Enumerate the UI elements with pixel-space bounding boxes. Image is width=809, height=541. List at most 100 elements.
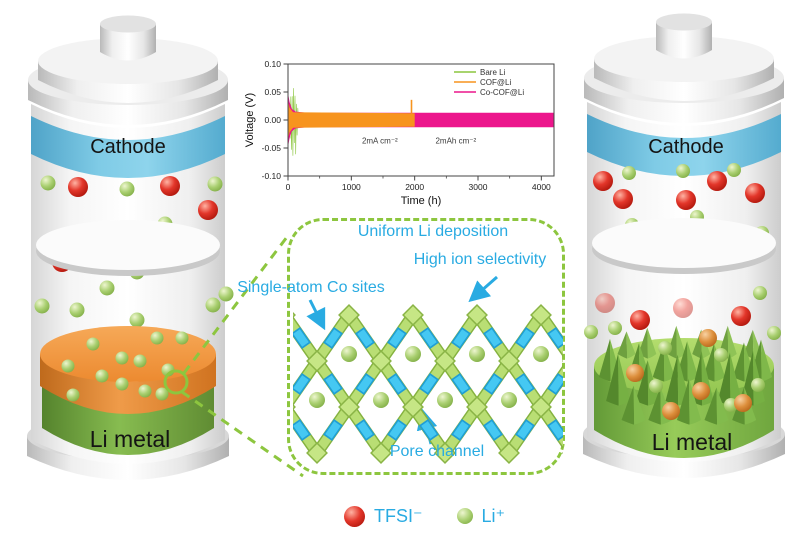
dendrite-cone bbox=[688, 378, 701, 425]
x-tick-label: 1000 bbox=[342, 182, 361, 192]
dendrite-cone bbox=[665, 354, 679, 406]
li-ion bbox=[649, 379, 663, 393]
dendrite-cone bbox=[687, 341, 699, 382]
li-legend-item: Li⁺ bbox=[456, 506, 506, 526]
legend-label: Co-COF@Li bbox=[480, 88, 524, 97]
li-metal-label-right: Li metal bbox=[651, 429, 733, 455]
li-ion-in-pore bbox=[437, 392, 453, 408]
tfsi-ion bbox=[198, 200, 218, 220]
co-site-node bbox=[530, 396, 552, 418]
cap-outer-rim bbox=[584, 78, 784, 123]
co-site-node bbox=[370, 350, 392, 372]
single-atom-co-sites-arrow bbox=[306, 299, 326, 331]
plated-li-ions bbox=[61, 331, 189, 402]
dendrite-cone bbox=[647, 327, 657, 359]
y-axis-title: Voltage (V) bbox=[244, 93, 256, 147]
series-COF-Li bbox=[288, 101, 415, 139]
li-ion bbox=[138, 384, 152, 398]
pore-channel-link bbox=[325, 421, 341, 439]
co-site-node bbox=[306, 350, 328, 372]
pore-channel-link bbox=[485, 375, 501, 393]
cathode-band bbox=[587, 114, 781, 176]
pore-channel-link bbox=[421, 375, 437, 393]
li-ion bbox=[61, 359, 75, 373]
co-site-node bbox=[338, 396, 360, 418]
cathode-band bbox=[31, 116, 225, 178]
li-ion bbox=[133, 354, 147, 368]
x-tick-label: 0 bbox=[286, 182, 291, 192]
pore-channel-link bbox=[389, 329, 405, 347]
pore-channel-link bbox=[485, 329, 501, 347]
y-tick-label: -0.05 bbox=[262, 143, 282, 153]
cap-inner-top bbox=[38, 38, 218, 84]
dendrite-cone bbox=[761, 339, 773, 382]
co-site-node bbox=[338, 304, 360, 326]
cathode-label-left: Cathode bbox=[90, 136, 166, 158]
pore-channel-link bbox=[549, 329, 563, 347]
li-ion bbox=[714, 348, 728, 362]
chart-annotation: 2mAh cm⁻² bbox=[435, 137, 476, 146]
electrolyte-ions-lower bbox=[34, 280, 234, 328]
li-ion-in-pore bbox=[501, 392, 517, 408]
tfsi-ion bbox=[160, 176, 180, 196]
co-site-node bbox=[498, 350, 520, 372]
x-tick-label: 2000 bbox=[405, 182, 424, 192]
li-ion bbox=[584, 325, 598, 339]
right-battery-illustration bbox=[583, 13, 785, 478]
tfsi-label: TFSI⁻ bbox=[374, 506, 423, 526]
li-label: Li⁺ bbox=[481, 506, 506, 526]
tfsi-ion bbox=[613, 189, 633, 209]
separator-disk bbox=[36, 220, 220, 270]
pore-channel-link bbox=[389, 375, 405, 393]
li-ion bbox=[95, 369, 109, 383]
li-ion-in-pore bbox=[405, 346, 421, 362]
co-site-node bbox=[306, 442, 328, 464]
pore-channel-link bbox=[293, 421, 309, 439]
dendrite-cone bbox=[676, 325, 686, 359]
y-tick-label: 0.05 bbox=[264, 87, 281, 97]
co-site-node bbox=[434, 350, 456, 372]
pore-channel-link bbox=[389, 421, 405, 439]
co-site-node bbox=[466, 304, 488, 326]
battery-base-ring bbox=[583, 434, 785, 478]
ion-legend: TFSI⁻ Li⁺ bbox=[344, 503, 505, 529]
pore-channel-link bbox=[517, 421, 533, 439]
li-ion bbox=[34, 298, 50, 314]
dendrite-cone bbox=[717, 352, 731, 406]
y-tick-label: -0.10 bbox=[262, 171, 282, 181]
label-single-atom-co-sites: Single-atom Co sites bbox=[237, 279, 385, 296]
pore-channel-link bbox=[485, 421, 501, 439]
series-Co-COF-Li bbox=[288, 93, 554, 147]
li-ion bbox=[727, 163, 741, 177]
legend-label: Bare Li bbox=[480, 68, 506, 77]
pore-channel-link bbox=[517, 375, 533, 393]
deposited-ion bbox=[626, 364, 644, 382]
terminal-button bbox=[656, 22, 712, 59]
co-site-node bbox=[402, 304, 424, 326]
tfsi-ion bbox=[68, 177, 88, 197]
pore-channel-link bbox=[325, 329, 341, 347]
cap-inner-top bbox=[594, 36, 774, 82]
deposited-ion bbox=[662, 402, 680, 420]
label-uniform-li-deposition: Uniform Li deposition bbox=[357, 223, 509, 240]
dendrite-cone bbox=[704, 387, 718, 425]
tfsi-ion bbox=[676, 190, 696, 210]
battery-base-ring bbox=[27, 436, 229, 480]
li-ion bbox=[129, 312, 145, 328]
dendrite-cone bbox=[598, 338, 611, 382]
pore-channel-link bbox=[453, 375, 469, 393]
dendrite-cone bbox=[635, 360, 649, 406]
li-metal-label-left: Li metal bbox=[89, 426, 171, 452]
terminal-button-top bbox=[656, 13, 712, 31]
cof-lattice-illustration bbox=[293, 304, 563, 464]
pore-channel-link bbox=[325, 375, 341, 393]
li-ion bbox=[753, 286, 767, 300]
pore-channel-link bbox=[453, 421, 469, 439]
y-tick-label: 0.10 bbox=[264, 59, 281, 69]
cathode-label-right: Cathode bbox=[648, 136, 724, 158]
li-ion bbox=[658, 341, 672, 355]
label-high-ion-selectivity: High ion selectivity bbox=[413, 251, 547, 268]
legend-label: COF@Li bbox=[480, 78, 511, 87]
callout-connector-line-top bbox=[182, 232, 292, 374]
pore-channel-link bbox=[421, 329, 437, 347]
